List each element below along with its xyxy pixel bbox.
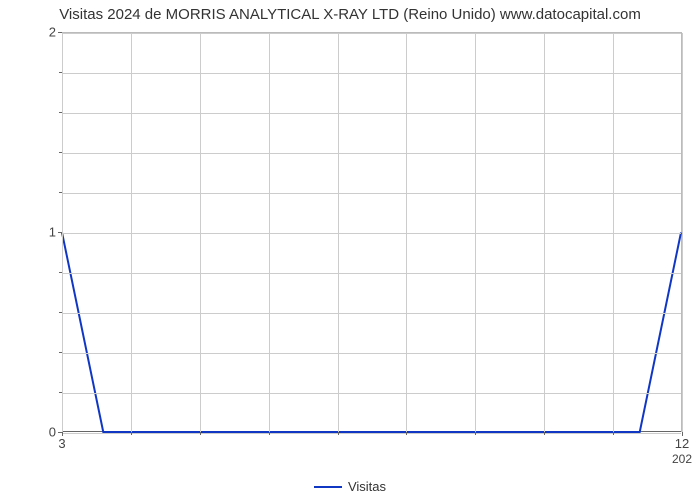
y-minor-tick-mark — [59, 152, 62, 153]
gridline-horizontal — [62, 433, 681, 434]
series-line — [62, 233, 681, 433]
x-minor-tick-mark — [200, 432, 201, 435]
x-tick-mark — [62, 432, 63, 436]
gridline-horizontal — [62, 353, 681, 354]
y-minor-tick-mark — [59, 112, 62, 113]
y-tick-label: 2 — [49, 25, 56, 40]
x-tick-mark — [682, 432, 683, 436]
plot-area — [62, 32, 682, 432]
y-minor-tick-mark — [59, 272, 62, 273]
y-minor-tick-mark — [59, 192, 62, 193]
x-minor-tick-mark — [338, 432, 339, 435]
y-minor-tick-mark — [59, 312, 62, 313]
x-minor-tick-mark — [544, 432, 545, 435]
gridline-horizontal — [62, 73, 681, 74]
gridline-horizontal — [62, 113, 681, 114]
legend-swatch — [314, 486, 342, 488]
x-minor-tick-mark — [475, 432, 476, 435]
gridline-vertical — [682, 33, 683, 432]
x-minor-tick-mark — [269, 432, 270, 435]
chart-container: Visitas 2024 de MORRIS ANALYTICAL X-RAY … — [0, 0, 700, 500]
gridline-horizontal — [62, 193, 681, 194]
x-tick-label: 3 — [58, 436, 65, 451]
y-minor-tick-mark — [59, 392, 62, 393]
y-tick-mark — [58, 232, 62, 233]
y-tick-mark — [58, 32, 62, 33]
x-minor-tick-mark — [613, 432, 614, 435]
y-minor-tick-mark — [59, 72, 62, 73]
gridline-horizontal — [62, 313, 681, 314]
legend: Visitas — [0, 478, 700, 494]
legend-label: Visitas — [348, 479, 386, 494]
y-tick-label: 0 — [49, 425, 56, 440]
gridline-horizontal — [62, 153, 681, 154]
gridline-horizontal — [62, 233, 681, 234]
y-tick-label: 1 — [49, 225, 56, 240]
chart-title: Visitas 2024 de MORRIS ANALYTICAL X-RAY … — [0, 6, 700, 23]
gridline-horizontal — [62, 273, 681, 274]
x-minor-tick-mark — [131, 432, 132, 435]
gridline-horizontal — [62, 33, 681, 34]
x-secondary-label: 202 — [672, 452, 692, 466]
gridline-horizontal — [62, 393, 681, 394]
x-minor-tick-mark — [406, 432, 407, 435]
x-tick-label: 12 — [675, 436, 689, 451]
y-minor-tick-mark — [59, 352, 62, 353]
